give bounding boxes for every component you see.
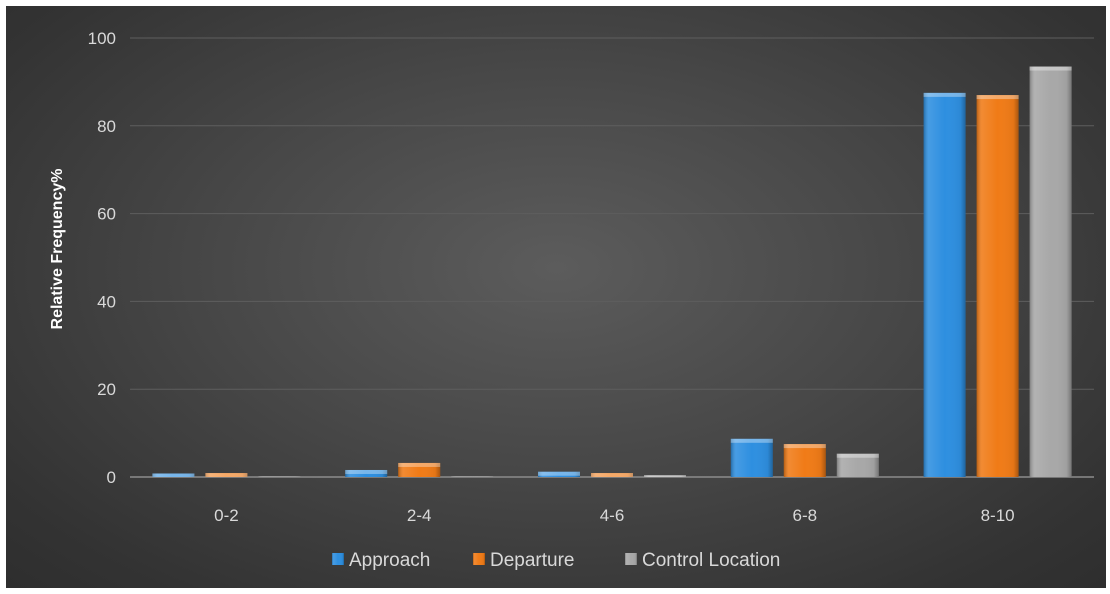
y-tick-label: 0 (107, 468, 116, 487)
legend: Approach Departure Control Location (332, 550, 780, 571)
bar-approach-2-4 (345, 469, 388, 477)
bar-control-location-0-2 (258, 476, 301, 477)
legend-label: Control Location (642, 550, 780, 571)
legend-label: Departure (490, 550, 575, 571)
bar-departure-0-2 (205, 473, 248, 477)
bar-control-location-6-8 (836, 453, 879, 477)
y-axis-label: Relative Frequency% (49, 169, 66, 330)
bar-approach-8-10 (923, 92, 966, 477)
bar-departure-4-6 (591, 473, 633, 477)
bar-departure-6-8 (783, 444, 826, 477)
bar-control-location-4-6 (644, 475, 686, 477)
chart-area: 0 20 40 60 80 100 0-2 2-4 4-6 6-8 8-10 Relative F… (6, 6, 1106, 588)
x-tick-label: 4-6 (600, 506, 625, 525)
x-tick-label: 0-2 (214, 506, 239, 525)
legend-item-departure: Departure (473, 550, 575, 571)
bar-control-location-2-4 (451, 476, 494, 477)
x-tick-label: 2-4 (407, 506, 432, 525)
bar-chart: 0 20 40 60 80 100 0-2 2-4 4-6 6-8 8-10 Relative F… (49, 29, 1094, 571)
y-tick-label: 80 (97, 117, 116, 136)
y-tick-label: 20 (97, 380, 116, 399)
bar-approach-6-8 (730, 438, 773, 477)
y-tick-label: 40 (97, 292, 116, 311)
bar-control-location-8-10 (1029, 66, 1072, 477)
legend-item-approach: Approach (332, 550, 430, 571)
x-tick-label: 8-10 (981, 506, 1015, 525)
y-tick-label: 100 (88, 29, 116, 48)
bar-departure-8-10 (976, 95, 1019, 477)
legend-item-control-location: Control Location (625, 550, 780, 571)
x-tick-label: 6-8 (793, 506, 818, 525)
y-tick-label: 60 (97, 205, 116, 224)
legend-label: Approach (349, 550, 430, 571)
bar-approach-0-2 (152, 473, 195, 477)
bar-departure-2-4 (398, 462, 441, 477)
bar-approach-4-6 (538, 471, 580, 477)
